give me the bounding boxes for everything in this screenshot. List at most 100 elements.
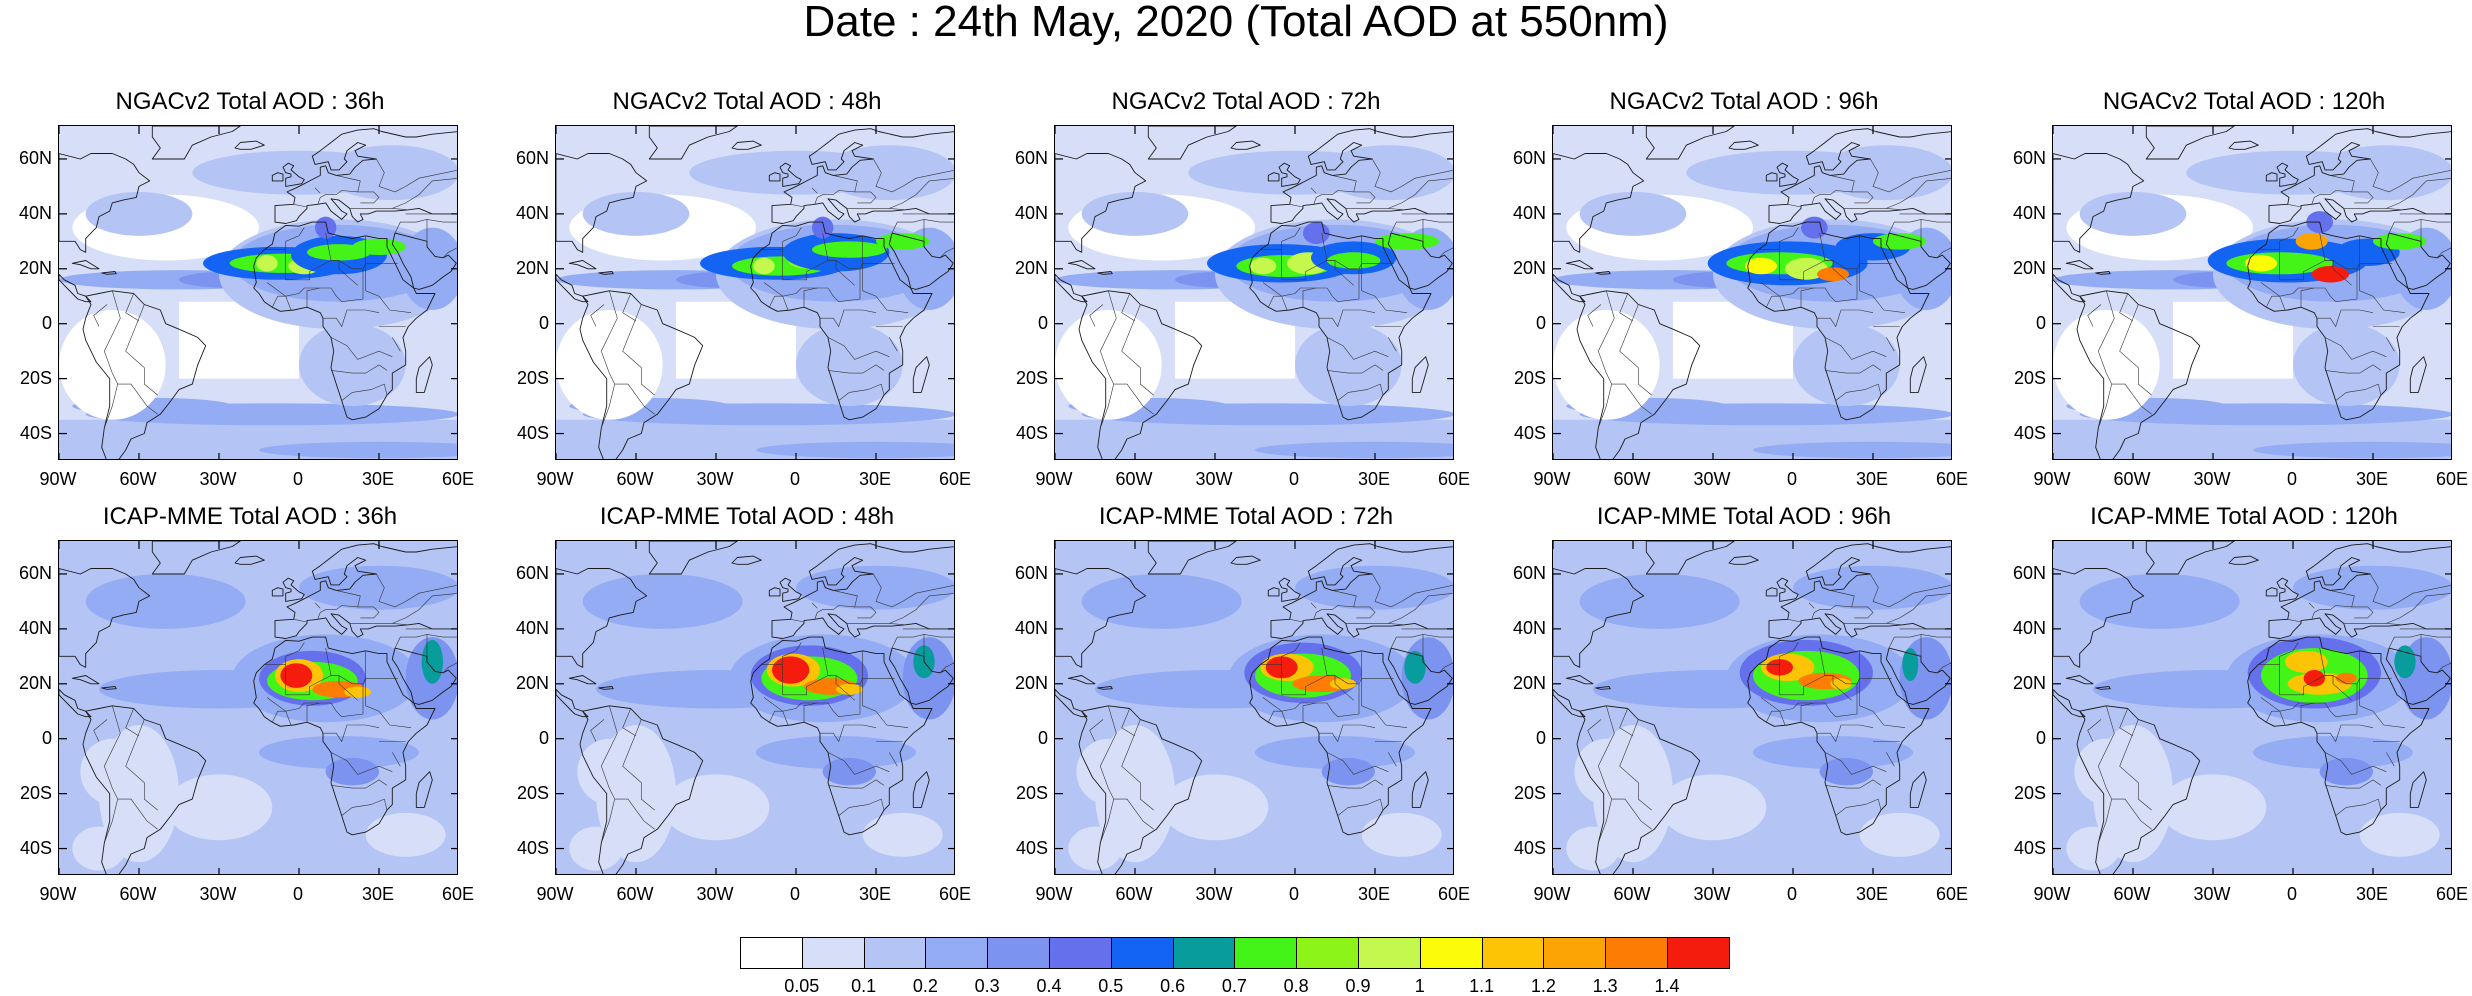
country-border (365, 235, 412, 313)
coastline-ireland (1765, 587, 1778, 597)
country-border (1870, 573, 1951, 608)
aod-colorbar: 0.05 0.1 0.2 0.3 0.4 0.5 0.6 0.7 0.8 0.9 1 1.1 1.2 1.… (740, 937, 1730, 995)
country-border (622, 719, 655, 811)
colorbar-label: 0.9 (1345, 976, 1371, 996)
country-border (2317, 724, 2374, 743)
lat-tick-label: 20N (1014, 672, 1048, 693)
aod-map-svg (59, 541, 457, 874)
lat-tick-label: 40N (1512, 202, 1546, 223)
lon-tick-label: 60W (1613, 469, 1651, 489)
coastline-africa (1249, 636, 1432, 836)
aod-contour (2053, 309, 2160, 420)
figure-title: Date : 24th May, 2020 (Total AOD at 550n… (803, 0, 1669, 46)
country-border (1597, 705, 1615, 789)
lon-tick-label: 30E (1357, 469, 1391, 489)
coastline-ireland (2265, 172, 2278, 182)
aod-contour (582, 191, 690, 236)
aod-contour (299, 323, 406, 407)
country-border (416, 219, 428, 242)
coastline-iceland (2228, 140, 2259, 150)
country-border (600, 290, 618, 374)
colorbar-swatch (1605, 937, 1668, 969)
axis-ticks (59, 541, 457, 874)
country-border (1910, 219, 1922, 242)
coastline-southAmerica (2076, 705, 2201, 874)
lon-tick-label: 60E (2435, 884, 2469, 904)
country-border (1936, 247, 1951, 259)
coastline-centralAmerica (1055, 273, 1088, 303)
country-border (293, 619, 308, 623)
lat-tick-label: 20N (1512, 672, 1546, 693)
lat-tick-label: 0 (2035, 312, 2046, 333)
country-border (392, 337, 401, 352)
country-border (854, 191, 877, 204)
aod-contour (1055, 309, 1162, 420)
lon-tick-label: 30E (2355, 884, 2389, 904)
country-border (2258, 227, 2299, 250)
country-border (1859, 650, 1906, 728)
colorbar-label: 0.1 (851, 976, 877, 996)
country-border (2436, 662, 2451, 674)
lat-tick-label: 40S (1513, 837, 1546, 858)
coastline-northAmerica (556, 568, 648, 668)
panel-title: ICAP-MME Total AOD : 72h (1098, 503, 1394, 530)
aod-map-svg (59, 126, 457, 459)
country-border (2098, 799, 2112, 844)
country-border (939, 662, 954, 674)
coastline-hispaniola (1595, 686, 1611, 690)
aod-contour (1295, 565, 1453, 610)
aod-contour (2319, 145, 2451, 201)
aod-field (556, 126, 954, 459)
lat-tick-label: 20N (515, 257, 549, 278)
lon-tick-label: 90W (39, 469, 77, 489)
country-border (125, 304, 158, 396)
coastline-europe (2268, 543, 2451, 639)
country-border (392, 593, 457, 624)
coastline-europe (274, 128, 457, 224)
country-border (1859, 235, 1906, 313)
dust-plume-contour (1902, 648, 1919, 682)
lon-tick-label: 90W (1035, 884, 1073, 904)
country-border (1268, 295, 1288, 311)
country-border (314, 602, 321, 609)
country-border (1412, 219, 1424, 242)
country-border (1910, 634, 1922, 657)
dust-plume-contour (2303, 670, 2325, 687)
country-border (1121, 708, 1136, 737)
country-border (763, 678, 895, 718)
coastline-britain (779, 162, 802, 187)
country-border (2106, 787, 2152, 830)
coastline-africa (2247, 636, 2430, 836)
country-border (1779, 664, 1857, 696)
aod-contour (2293, 565, 2451, 610)
country-border (1310, 187, 1317, 194)
lon-tick-label: 30E (858, 884, 892, 904)
country-border (2300, 175, 2355, 206)
country-border (600, 705, 618, 789)
country-border (1262, 263, 1394, 303)
coastline-southAmerica (82, 290, 207, 459)
dust-plume-contour (836, 683, 863, 695)
coastline-greenland (151, 541, 241, 575)
country-border (1353, 191, 1376, 204)
coastline-greenland (1645, 126, 1735, 160)
country-border (1361, 235, 1408, 313)
dust-plume-contour (2295, 233, 2328, 250)
country-border (1598, 799, 1612, 844)
country-border (1587, 304, 1602, 327)
country-border (803, 702, 818, 723)
country-border (1766, 295, 1786, 311)
country-border (1758, 642, 1799, 665)
coastline-greenland (151, 126, 241, 160)
country-border (2436, 247, 2451, 259)
country-border (761, 642, 802, 665)
aod-contour (1753, 735, 1913, 769)
dust-plume-contour (256, 255, 278, 272)
coastline-centralAmerica (1055, 688, 1088, 718)
country-border (2266, 710, 2286, 726)
country-border (1302, 287, 1317, 308)
coastline-madagascar (1909, 356, 1927, 393)
country-border (820, 309, 877, 328)
country-border (827, 364, 885, 374)
coastline-britain (2276, 577, 2299, 602)
